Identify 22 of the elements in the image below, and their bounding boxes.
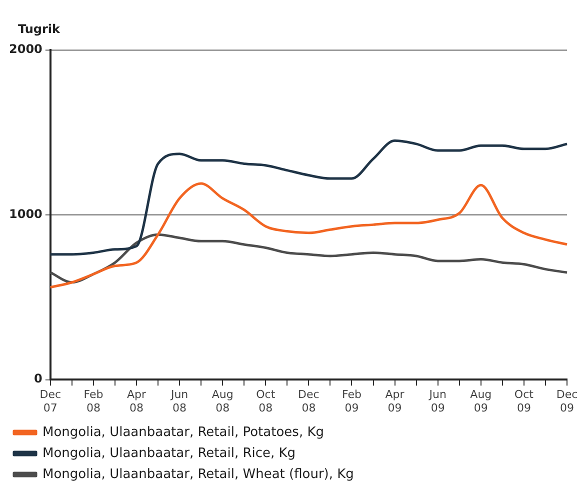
x-tick-label: Oct 09 [514,388,534,414]
x-tick-label: Feb 08 [84,388,104,414]
x-tick-label: Dec 08 [298,388,320,414]
legend-label: Mongolia, Ulaanbaatar, Retail, Potatoes, Kg [42,424,324,440]
x-tick-label: Dec 09 [556,388,578,414]
x-tick-label: Feb 09 [342,388,362,414]
line-series [49,182,568,289]
y-axis-title: Tugrik [18,22,62,36]
x-tick-label: Oct 08 [256,388,276,414]
x-tick-label: Aug 08 [212,388,234,414]
x-tick-label: Jun 08 [170,388,188,414]
y-tick-label: 1000 [8,206,42,221]
x-tick-label: Apr 09 [385,388,405,414]
legend-label: Mongolia, Ulaanbaatar, Retail, Rice, Kg [42,446,296,461]
y-tick-label: 0 [34,372,42,386]
y-tick-label: 2000 [8,42,42,56]
x-tick-label: Aug 09 [470,388,492,414]
x-tick-label: Apr 08 [126,388,146,414]
legend-label: Mongolia, Ulaanbaatar, Retail, Wheat (flour), Kg [42,466,354,482]
x-tick-label: Jun 09 [428,388,446,414]
x-tick-label: Dec 07 [40,388,62,414]
line-series [49,139,568,256]
